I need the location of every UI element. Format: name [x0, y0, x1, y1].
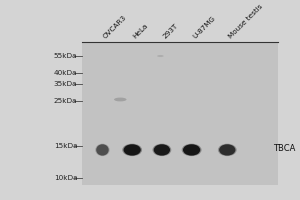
Text: 293T: 293T: [162, 22, 179, 39]
Ellipse shape: [157, 55, 164, 57]
Text: 55kDa: 55kDa: [54, 53, 77, 59]
Text: 10kDa: 10kDa: [54, 175, 77, 181]
Text: 25kDa: 25kDa: [54, 98, 77, 104]
Ellipse shape: [152, 144, 171, 156]
Ellipse shape: [182, 144, 202, 156]
Text: U-87MG: U-87MG: [192, 15, 216, 39]
Text: 40kDa: 40kDa: [54, 70, 77, 76]
Text: 35kDa: 35kDa: [54, 81, 77, 87]
Text: Mouse testis: Mouse testis: [227, 3, 264, 39]
Text: TBCA: TBCA: [273, 144, 296, 153]
Text: HeLa: HeLa: [132, 22, 149, 39]
Text: OVCAR3: OVCAR3: [102, 14, 128, 39]
Ellipse shape: [96, 144, 109, 156]
Ellipse shape: [122, 144, 142, 156]
Bar: [82, 42, 278, 185]
Ellipse shape: [95, 144, 110, 156]
Ellipse shape: [218, 144, 237, 156]
Ellipse shape: [154, 144, 170, 156]
Text: 15kDa: 15kDa: [54, 143, 77, 149]
Ellipse shape: [183, 144, 200, 156]
Ellipse shape: [219, 144, 236, 156]
Ellipse shape: [114, 98, 127, 101]
Ellipse shape: [124, 144, 141, 156]
